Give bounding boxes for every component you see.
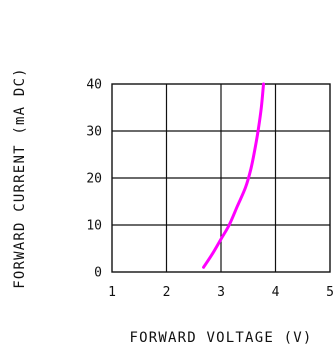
y-axis-label: FORWARD CURRENT (mA DC) (12, 67, 28, 288)
y-tick-label: 10 (86, 219, 102, 234)
plot-frame (111, 83, 331, 273)
x-tick-label: 4 (272, 285, 280, 300)
y-tick-label: 40 (86, 78, 102, 93)
x-tick-label: 3 (217, 285, 225, 300)
grid (112, 84, 330, 272)
y-tick-label: 30 (86, 125, 102, 140)
y-tick-label: 20 (86, 172, 102, 187)
series-group (202, 82, 266, 269)
x-tick-labels: 1 2 3 4 5 (108, 285, 334, 300)
x-tick-label: 1 (108, 285, 116, 300)
y-tick-labels: 0 10 20 30 40 (86, 78, 102, 281)
x-tick-label: 5 (326, 285, 334, 300)
x-axis-label: FORWARD VOLTAGE (V) (130, 330, 313, 346)
series-line-0 (202, 82, 266, 269)
x-tick-label: 2 (163, 285, 171, 300)
y-tick-label: 0 (94, 266, 102, 281)
